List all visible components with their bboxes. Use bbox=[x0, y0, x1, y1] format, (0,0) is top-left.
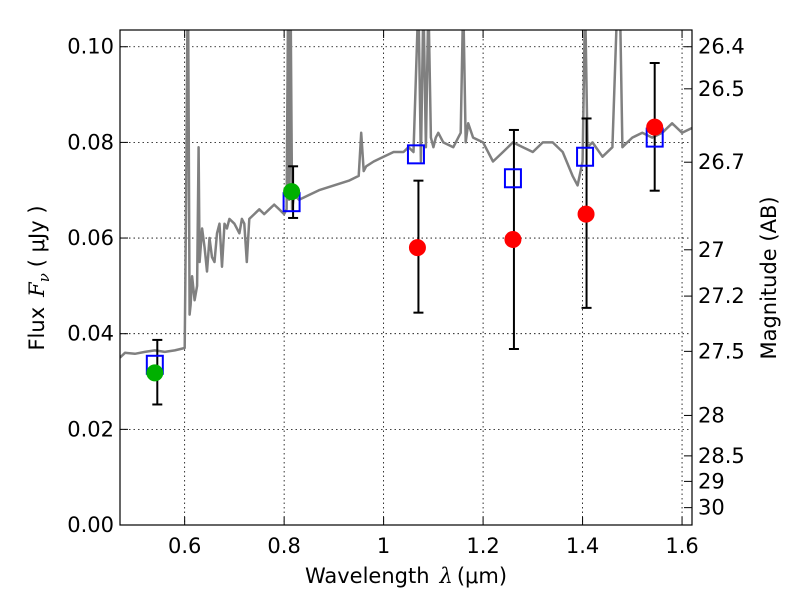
x-tick-label: 1 bbox=[377, 534, 390, 558]
observed-point-red bbox=[408, 239, 426, 257]
observed-point-green bbox=[146, 364, 164, 382]
x-tick-label: 1.2 bbox=[466, 534, 499, 558]
model-photometry-square bbox=[503, 168, 522, 189]
y-axis-label: FluxFν( μJy ) bbox=[25, 205, 53, 350]
plot-frame bbox=[119, 29, 693, 526]
magnitude-tick-label: 29 bbox=[698, 469, 725, 493]
x-axis-ticks: 0.6 0.8 1 1.2 1.4 1.6 bbox=[168, 30, 699, 558]
x-tick-label: 1.4 bbox=[566, 534, 599, 558]
y-tick-label: 0.10 bbox=[67, 35, 114, 59]
magnitude-tick-label: 26.5 bbox=[698, 77, 745, 101]
plot-area bbox=[120, 30, 692, 406]
magnitude-tick-label: 28.5 bbox=[698, 444, 745, 468]
magnitude-tick-label: 26.7 bbox=[698, 150, 745, 174]
y-tick-label: 0.02 bbox=[67, 417, 114, 441]
model-photometry-square bbox=[406, 144, 425, 165]
x-tick-label: 1.6 bbox=[665, 534, 698, 558]
magnitude-tick-label: 27 bbox=[698, 238, 725, 262]
magnitude-axis-label: Magnitude (AB) bbox=[757, 196, 781, 359]
y-tick-label: 0.06 bbox=[67, 226, 114, 250]
magnitude-tick-label: 28 bbox=[698, 403, 725, 427]
magnitude-axis-ticks: 26.4 26.5 26.7 27 27.2 27.5 28 28.529 30 bbox=[684, 35, 745, 520]
y-tick-label: 0.04 bbox=[67, 322, 114, 346]
magnitude-tick-label: 27.5 bbox=[698, 339, 745, 363]
magnitude-tick-label: 27.2 bbox=[698, 284, 745, 308]
observed-point-green bbox=[283, 183, 301, 201]
y-tick-label: 0.08 bbox=[67, 130, 114, 154]
grid-lines bbox=[120, 30, 692, 526]
observed-point-red bbox=[646, 118, 664, 136]
y-axis-ticks: 0.00 0.02 0.04 0.06 0.08 0.10 bbox=[67, 35, 128, 537]
model-spectrum-line bbox=[120, 30, 692, 359]
magnitude-tick-label: 26.4 bbox=[698, 35, 745, 59]
model-photometry-square bbox=[576, 146, 595, 167]
data-markers bbox=[145, 118, 664, 382]
observed-point-red bbox=[577, 205, 595, 223]
y-tick-label: 0.00 bbox=[67, 513, 114, 537]
magnitude-tick-label: 30 bbox=[698, 496, 725, 520]
x-axis-label: Wavelength λ (μm) bbox=[305, 564, 507, 588]
x-tick-label: 0.8 bbox=[267, 534, 300, 558]
observed-point-red bbox=[504, 230, 522, 248]
x-tick-label: 0.6 bbox=[168, 534, 201, 558]
